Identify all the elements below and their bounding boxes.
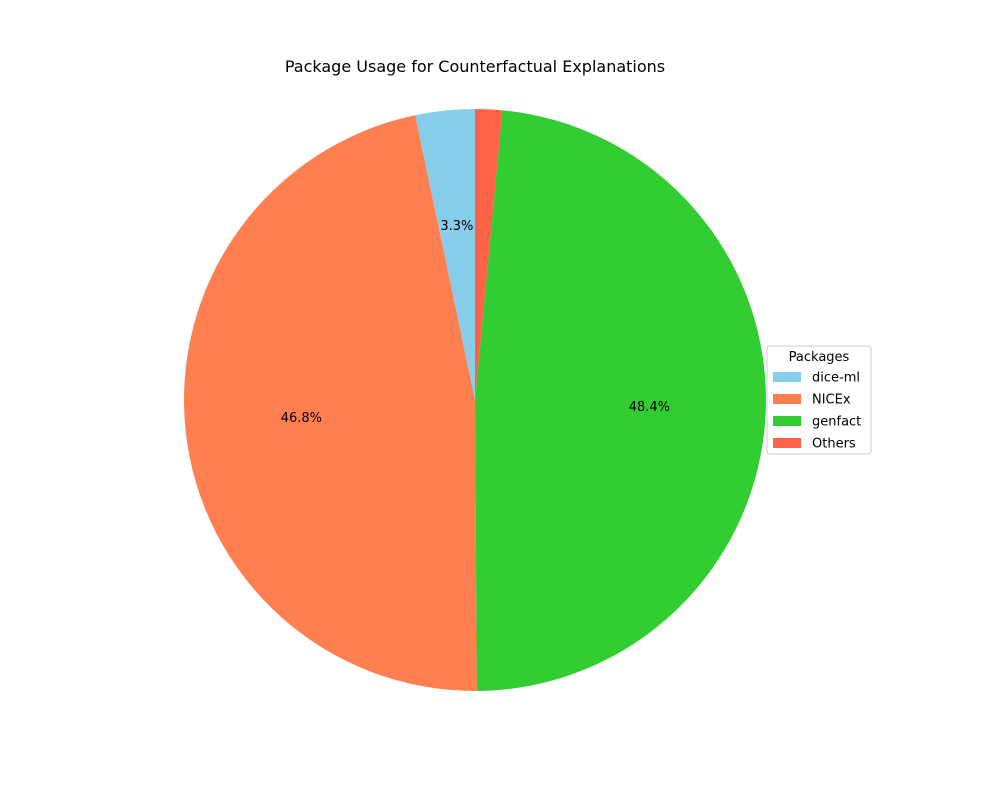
legend-label: Others [812, 437, 856, 452]
pie-percent-labels: 3.3% 46.8% 48.4% [281, 219, 670, 426]
legend-label: NICEx [812, 393, 851, 408]
legend-label: genfact [812, 415, 861, 430]
legend-swatch [773, 372, 801, 382]
pie-slice-nicex [184, 115, 477, 691]
pie-slices [184, 109, 766, 691]
legend-items: dice-ml NICEx genfact Others [773, 371, 861, 452]
pie-percent-label: 48.4% [629, 400, 670, 415]
legend-swatch [773, 416, 801, 426]
pie-slice-dice-ml [415, 109, 475, 400]
legend-swatch [773, 394, 801, 404]
chart-title: Package Usage for Counterfactual Explana… [285, 57, 665, 76]
pie-percent-label: 3.3% [440, 219, 473, 234]
pie-percent-label: 46.8% [281, 411, 322, 426]
pie-slice-others [475, 109, 503, 400]
legend-label: dice-ml [812, 371, 860, 386]
pie-slice-genfact [475, 110, 766, 691]
legend-swatch [773, 438, 801, 448]
legend-title: Packages [789, 350, 850, 365]
legend: Packages dice-ml NICEx genfact Others [766, 345, 872, 455]
